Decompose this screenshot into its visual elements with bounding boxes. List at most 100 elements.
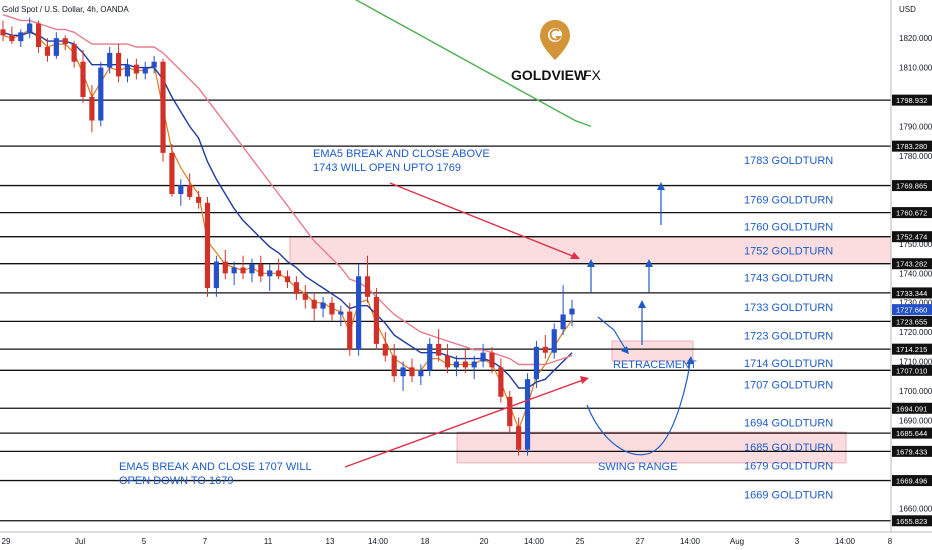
y-tick-label: 1730.000 bbox=[899, 299, 932, 308]
candle-body bbox=[213, 261, 219, 289]
candle-body bbox=[356, 276, 362, 350]
arrowhead-2 bbox=[645, 259, 653, 267]
candle-body bbox=[338, 311, 344, 315]
candle-body bbox=[160, 61, 166, 153]
goldview-logo: GOLDVIEW FX bbox=[511, 20, 602, 83]
candle-body bbox=[187, 185, 193, 197]
blue-curve-swing bbox=[586, 361, 691, 456]
level-price-tag: 1783.280 bbox=[896, 142, 927, 151]
note-bottom-line1: EMA5 BREAK AND CLOSE 1707 WILL bbox=[119, 461, 312, 473]
level-price-tag: 1733.344 bbox=[896, 289, 927, 298]
candle-body bbox=[222, 261, 228, 274]
level-price-tag-bg bbox=[892, 258, 932, 270]
candle-body bbox=[267, 270, 273, 277]
goldturn-label: 1752 GOLDTURN bbox=[744, 246, 833, 258]
y-tick-label: 1700.000 bbox=[899, 387, 932, 396]
candle-body bbox=[204, 202, 211, 289]
x-tick-label: 25 bbox=[576, 537, 585, 546]
level-price-tag: 1679.433 bbox=[896, 447, 927, 456]
candle-body bbox=[364, 276, 371, 297]
level-price-tag: 1669.496 bbox=[896, 477, 927, 486]
chart-symbol-title: Gold Spot / U.S. Dollar, 4h, OANDA bbox=[2, 5, 129, 14]
candle-body bbox=[44, 47, 51, 56]
y-axis-unit: USD bbox=[899, 5, 916, 14]
arrowhead-6 bbox=[686, 356, 694, 364]
candle-body bbox=[0, 29, 6, 36]
ema-line bbox=[354, 0, 592, 128]
y-tick-label: 1810.000 bbox=[899, 64, 932, 73]
candle-body bbox=[293, 282, 299, 294]
candle-body bbox=[302, 293, 308, 300]
goldturn-label: 1694 GOLDTURN bbox=[744, 417, 833, 429]
candle-body bbox=[560, 314, 566, 330]
candle-body bbox=[453, 361, 460, 368]
level-price-tag-bg bbox=[892, 427, 932, 439]
candle-body bbox=[524, 379, 531, 450]
y-tick-label: 1750.000 bbox=[899, 240, 932, 249]
candle-body bbox=[542, 346, 548, 353]
candle-body bbox=[569, 308, 575, 315]
goldturn-label: 1769 GOLDTURN bbox=[744, 195, 833, 207]
candle-body bbox=[195, 196, 202, 203]
level-price-tag: 1685.644 bbox=[896, 429, 927, 438]
blue-path-retracement bbox=[597, 316, 627, 351]
level-price-tag: 1798.932 bbox=[896, 96, 927, 105]
candle-body bbox=[382, 343, 388, 356]
level-price-tag-bg bbox=[892, 343, 932, 355]
goldturn-label: 1743 GOLDTURN bbox=[744, 273, 833, 285]
level-price-tag-bg bbox=[892, 315, 932, 327]
x-tick-label: 20 bbox=[480, 537, 489, 546]
arrowhead-4 bbox=[638, 300, 646, 308]
candle-body bbox=[151, 61, 157, 68]
candle-body bbox=[400, 367, 406, 377]
y-tick-label: 1780.000 bbox=[899, 152, 932, 161]
brand-name: GOLDVIEW bbox=[511, 67, 588, 83]
arrowhead-1 bbox=[587, 259, 595, 267]
x-tick-label: 13 bbox=[326, 537, 335, 546]
candle-body bbox=[115, 52, 122, 77]
candle-body bbox=[507, 396, 513, 427]
goldturn-label: 1733 GOLDTURN bbox=[744, 302, 833, 314]
level-price-tag: 1694.091 bbox=[896, 404, 927, 413]
zones-layer bbox=[289, 236, 892, 464]
goldturn-label: 1669 GOLDTURN bbox=[744, 490, 833, 502]
candle-body bbox=[231, 267, 237, 274]
y-tick-label: 1710.000 bbox=[899, 358, 932, 367]
x-tick-label: 14:00 bbox=[835, 537, 856, 546]
level-price-tag: 1707.010 bbox=[896, 366, 927, 375]
arrowhead-3 bbox=[657, 182, 665, 190]
x-axis-ticks: 29 Jul 5 7 11 13 14:00 18 20 14:00 25 27 14:00 Aug 3 14… bbox=[2, 537, 893, 546]
candle-body bbox=[391, 355, 397, 377]
level-price-tag-bg bbox=[892, 515, 932, 527]
level-price-tag-bg bbox=[892, 231, 932, 243]
candle-body bbox=[418, 370, 424, 377]
red-arrowhead-down bbox=[580, 376, 589, 384]
red-arrow-down bbox=[344, 379, 584, 468]
note-top-line2: 1743 WILL OPEN UPTO 1769 bbox=[313, 162, 461, 174]
x-tick-label: 14:00 bbox=[524, 537, 545, 546]
arrowhead-5 bbox=[621, 346, 629, 354]
candle-body bbox=[27, 23, 33, 33]
candle-body bbox=[480, 352, 486, 362]
x-tick-label: 7 bbox=[203, 537, 208, 546]
candle-body bbox=[142, 67, 148, 74]
level-price-tag: 1752.474 bbox=[896, 233, 927, 242]
candle-body bbox=[471, 361, 477, 368]
candle-body bbox=[311, 299, 317, 309]
ema-line bbox=[2, 14, 573, 366]
x-tick-label: 29 bbox=[2, 537, 11, 546]
x-tick-label: 14:00 bbox=[368, 537, 389, 546]
x-tick-label: 3 bbox=[795, 537, 800, 546]
goldturn-label: 1707 GOLDTURN bbox=[744, 379, 833, 391]
goldturn-label: 1723 GOLDTURN bbox=[744, 330, 833, 342]
candle-body bbox=[533, 346, 540, 380]
x-tick-label: 27 bbox=[636, 537, 645, 546]
note-bottom-line2: OPEN DOWN TO 1679 bbox=[119, 475, 234, 487]
candle-body bbox=[284, 276, 291, 283]
brand-suffix: FX bbox=[583, 67, 602, 83]
y-tick-label: 1690.000 bbox=[899, 416, 932, 425]
y-tick-label: 1740.000 bbox=[899, 269, 932, 278]
price-tags[interactable]: 1798.932 1783.280 1769.865 1760.672 1752.474… bbox=[892, 94, 932, 527]
level-price-tag: 1723.655 bbox=[896, 317, 927, 326]
